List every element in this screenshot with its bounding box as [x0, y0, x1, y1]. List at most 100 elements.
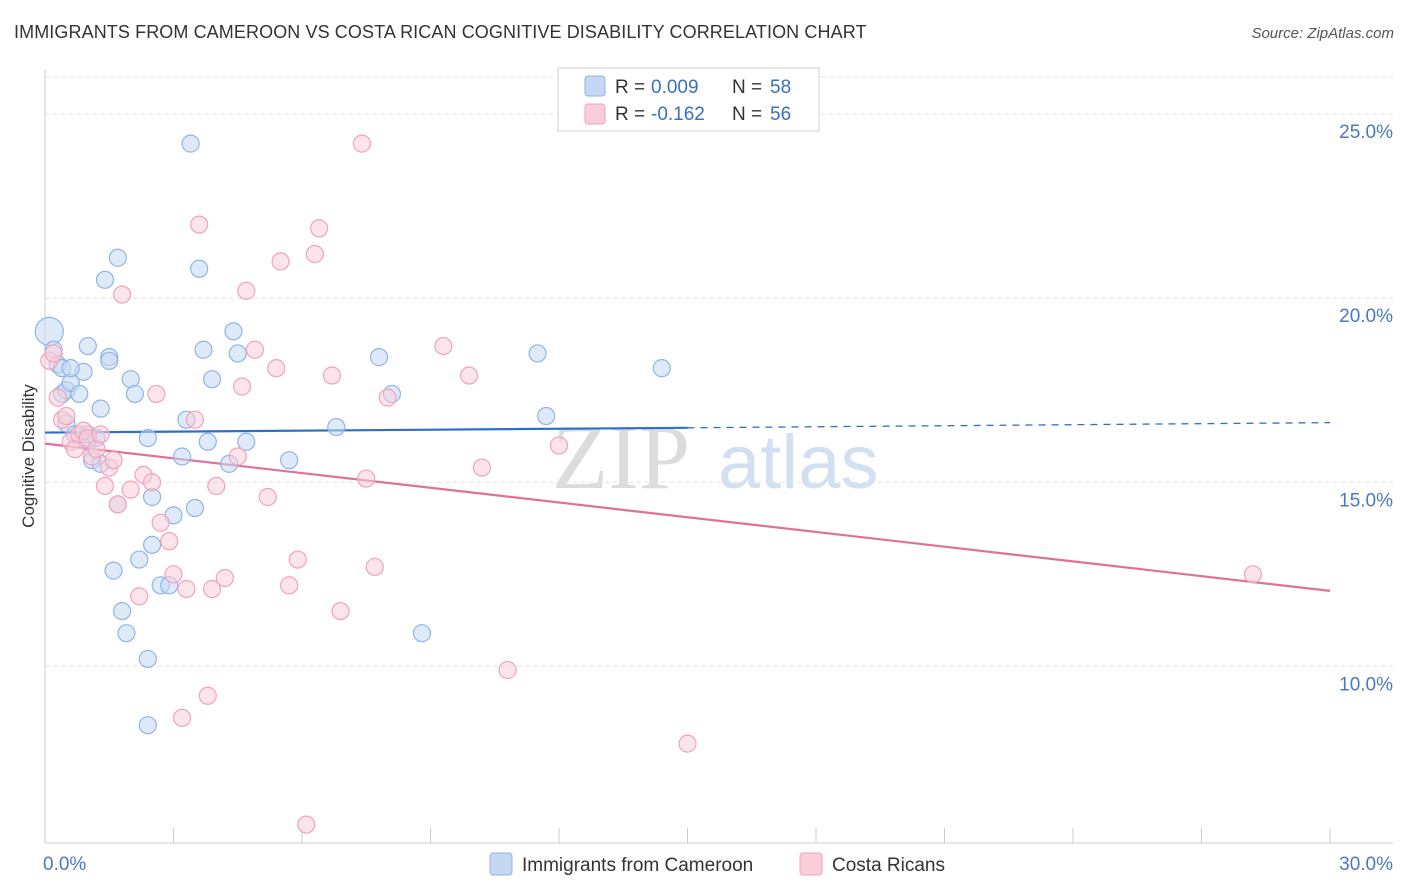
point-costa-ricans-34 — [228, 447, 247, 466]
point-costa-ricans-42 — [288, 550, 307, 569]
point-cameroon-21 — [112, 601, 132, 621]
point-cameroon-43 — [202, 370, 222, 389]
watermark: ZIP atlas — [552, 406, 879, 508]
point-costa-ricans-12 — [91, 425, 110, 444]
point-costa-ricans-16 — [108, 495, 127, 514]
point-cameroon-57 — [61, 359, 80, 378]
point-cameroon-50 — [370, 348, 389, 367]
point-costa-ricans-51 — [378, 388, 397, 407]
legend-r-value-costa-ricans: -0.162 — [651, 104, 705, 125]
point-cameroon-55 — [652, 359, 671, 378]
point-cameroon-41 — [194, 340, 213, 359]
point-costa-ricans-49 — [357, 469, 376, 488]
point-cameroon-19 — [104, 561, 123, 580]
legend-swatch-cameroon — [584, 75, 606, 97]
point-cameroon-47 — [237, 432, 256, 451]
point-cameroon-46 — [228, 344, 247, 363]
trend-line-extension-cameroon — [687, 421, 1331, 429]
legend-swatch-costa-ricans — [584, 103, 606, 125]
point-costa-ricans-41 — [280, 576, 299, 595]
point-costa-ricans-44 — [305, 244, 324, 264]
point-costa-ricans-38 — [258, 487, 277, 507]
point-costa-ricans-28 — [185, 410, 205, 429]
point-cameroon-16 — [91, 399, 110, 418]
point-costa-ricans-18 — [121, 480, 140, 499]
watermark-zip: ZIP — [552, 406, 690, 508]
point-costa-ricans-23 — [151, 513, 170, 532]
series-legend-label-cameroon: Immigrants from Cameroon — [522, 855, 753, 876]
point-costa-ricans-56 — [549, 436, 569, 455]
point-cameroon-26 — [125, 384, 145, 404]
point-costa-ricans-33 — [215, 568, 234, 588]
legend-r-value-cameroon: 0.009 — [651, 77, 699, 98]
point-costa-ricans-30 — [198, 686, 217, 705]
series-legend-swatch-cameroon — [489, 852, 513, 876]
point-costa-ricans-4 — [57, 406, 76, 426]
point-cameroon-11 — [78, 336, 97, 356]
point-costa-ricans-32 — [207, 476, 226, 496]
point-costa-ricans-25 — [164, 565, 183, 584]
data-points — [34, 134, 1263, 834]
chart-title: IMMIGRANTS FROM CAMEROON VS COSTA RICAN … — [14, 22, 867, 42]
point-cameroon-27 — [130, 550, 149, 569]
legend-r-label-costa-ricans: R = — [615, 104, 645, 125]
point-costa-ricans-35 — [232, 377, 252, 396]
point-costa-ricans-2 — [48, 388, 67, 407]
point-costa-ricans-37 — [245, 340, 264, 359]
point-cameroon-49 — [327, 417, 346, 437]
legend-n-label-cameroon: N = — [732, 77, 762, 98]
grid-lines — [45, 76, 1393, 667]
legend-n-value-cameroon: 58 — [770, 77, 791, 98]
legend-r-label-cameroon: R = — [615, 77, 645, 98]
series-legend-label-costa-ricans: Costa Ricans — [832, 855, 945, 876]
point-cameroon-28 — [138, 428, 157, 448]
point-costa-ricans-39 — [267, 359, 286, 378]
point-cameroon-42 — [198, 432, 217, 451]
point-costa-ricans-46 — [322, 366, 342, 385]
point-cameroon-24 — [95, 270, 115, 289]
x-tick-label-1: 30.0% — [1339, 854, 1393, 875]
x-tick-label-0: 0.0% — [43, 854, 86, 875]
point-cameroon-32 — [138, 716, 157, 735]
point-costa-ricans-21 — [142, 473, 162, 492]
y-axis-title: Cognitive Disability — [19, 384, 38, 528]
point-costa-ricans-29 — [190, 215, 209, 234]
chart-source: Source: ZipAtlas.com — [1251, 25, 1394, 42]
legend-n-value-costa-ricans: 56 — [770, 104, 791, 125]
correlation-legend: R = 0.009 N = 58 R = -0.162 N = 56 — [557, 67, 820, 132]
axes — [44, 70, 1393, 844]
point-costa-ricans-43 — [297, 815, 316, 834]
point-costa-ricans-26 — [172, 708, 192, 727]
point-cameroon-36 — [172, 447, 192, 466]
point-cameroon-39 — [185, 498, 205, 518]
point-cameroon-22 — [117, 624, 136, 643]
point-cameroon-9 — [70, 384, 89, 404]
series-legend: Immigrants from Cameroon Costa Ricans — [489, 852, 945, 876]
point-cameroon-54 — [537, 406, 556, 426]
watermark-atlas: atlas — [718, 420, 879, 505]
point-cameroon-38 — [181, 134, 200, 153]
point-costa-ricans-22 — [147, 384, 166, 404]
point-costa-ricans-47 — [331, 601, 350, 621]
point-costa-ricans-57 — [678, 734, 697, 753]
point-costa-ricans-1 — [44, 344, 63, 363]
point-costa-ricans-50 — [365, 557, 384, 577]
y-tick-label-0: 10.0% — [1339, 674, 1393, 695]
point-costa-ricans-19 — [130, 587, 149, 606]
point-costa-ricans-27 — [177, 579, 196, 599]
point-costa-ricans-58 — [1243, 565, 1263, 584]
y-tick-label-2: 20.0% — [1339, 306, 1393, 327]
legend-n-label-costa-ricans: N = — [732, 104, 762, 125]
point-costa-ricans-54 — [472, 458, 491, 477]
point-costa-ricans-45 — [310, 219, 329, 238]
point-cameroon-48 — [280, 451, 299, 470]
tick-labels: 10.0% 15.0% 20.0% 25.0% 0.0% 30.0% — [43, 122, 1393, 875]
point-costa-ricans-55 — [498, 660, 517, 680]
series-legend-swatch-costa-ricans — [799, 852, 823, 876]
point-cameroon-29 — [138, 649, 157, 669]
point-cameroon-52 — [412, 624, 432, 643]
point-costa-ricans-48 — [352, 134, 372, 153]
point-costa-ricans-52 — [434, 336, 453, 356]
y-tick-label-1: 15.0% — [1339, 490, 1393, 511]
